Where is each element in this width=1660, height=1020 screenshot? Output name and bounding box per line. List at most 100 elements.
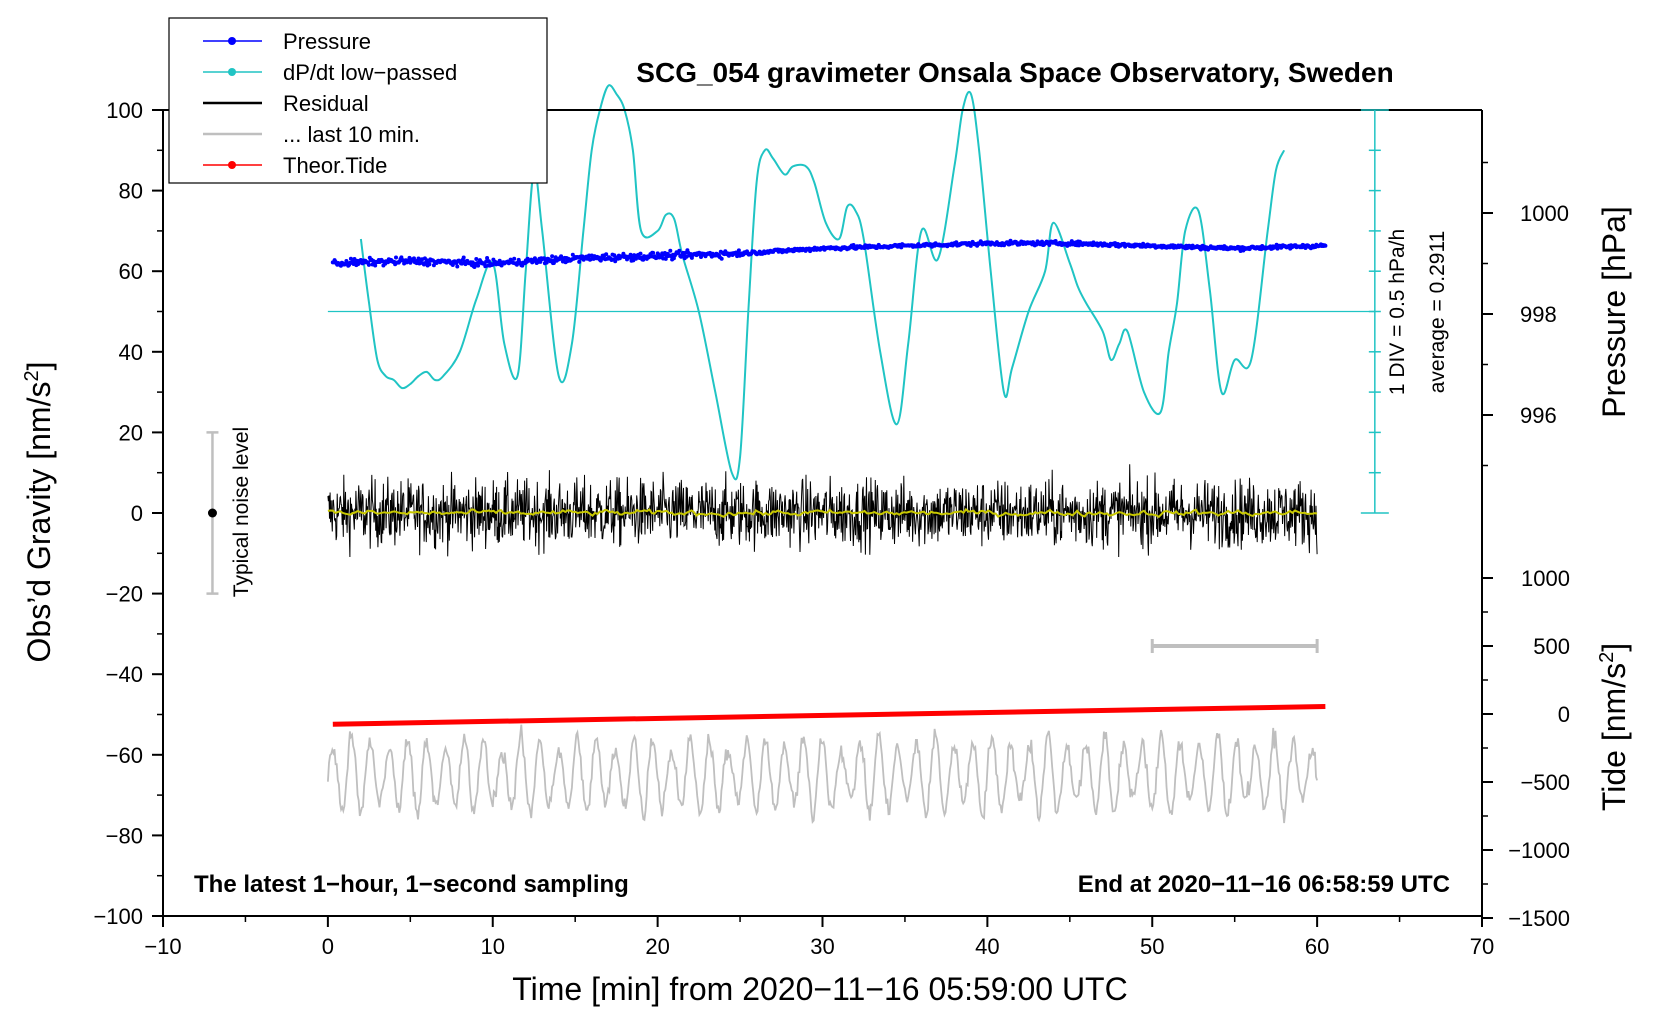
pressure-point <box>394 255 398 260</box>
legend-label: Theor.Tide <box>283 153 387 178</box>
series-dpdt-line <box>359 84 1286 481</box>
legend-box <box>168 17 548 184</box>
pressure-point <box>455 264 460 269</box>
pressure-point <box>476 263 481 268</box>
pressure-point <box>641 257 646 262</box>
x-tick-label: 0 <box>322 934 334 959</box>
legend-swatch-marker <box>228 161 236 169</box>
pressure-point <box>719 256 724 261</box>
pressure-point <box>472 265 477 269</box>
pressure-point <box>1323 243 1328 248</box>
series-tide-line <box>332 704 1326 727</box>
pressure-tick-label: 1000 <box>1520 201 1569 226</box>
legend-label: Residual <box>283 91 369 116</box>
x-tick-label: 10 <box>481 934 505 959</box>
legend-items: Pressure dP/dt low−passed Residual ... last… <box>203 29 457 178</box>
plot-series <box>327 84 1375 824</box>
left-axis-title: Obs’d Gravity [nm/s2] <box>21 362 57 663</box>
pressure-point <box>373 263 378 268</box>
x-tick-label: 20 <box>645 934 669 959</box>
tide-axis-ticks: −1500 −1000 −500 0 500 1000 <box>1482 566 1570 931</box>
tide-axis-title-sup: 2 <box>1596 652 1618 663</box>
series-residual-lowpass-line <box>327 507 1318 519</box>
pressure-point <box>450 263 455 267</box>
y-tick-label: 80 <box>119 179 143 204</box>
sampling-note: The latest 1−hour, 1−second sampling <box>194 871 629 898</box>
x-tick-label: 30 <box>810 934 834 959</box>
series-pressure-dots <box>330 238 1328 269</box>
pressure-point <box>461 255 466 260</box>
pressure-point <box>427 262 432 267</box>
pressure-point <box>544 260 549 265</box>
pressure-point <box>348 256 353 261</box>
y-tick-label: −40 <box>106 662 143 687</box>
y-tick-label: 60 <box>119 259 143 284</box>
average-label: average = 0.2911 <box>1426 231 1449 394</box>
y-tick-label: −20 <box>106 582 143 607</box>
end-time-note: End at 2020−11−16 06:58:59 UTC <box>1078 871 1450 898</box>
pressure-point <box>638 251 643 256</box>
x-tick-label: 50 <box>1140 934 1164 959</box>
y-tick-label: −60 <box>106 743 143 768</box>
pressure-point <box>550 254 555 259</box>
series-residual-line <box>327 464 1318 558</box>
pressure-point <box>474 257 479 261</box>
y-tick-label: 100 <box>106 98 143 123</box>
x-tick-label: 40 <box>975 934 999 959</box>
noise-level-indicator <box>206 431 219 595</box>
tide-axis-title-end: ] <box>1596 643 1632 652</box>
left-axis-title-main: Obs’d Gravity [nm/s <box>21 382 57 663</box>
legend: Pressure dP/dt low−passed Residual ... last… <box>168 17 548 184</box>
pressure-point <box>628 252 633 257</box>
pressure-tick-label: 996 <box>1520 403 1557 428</box>
tide-axis-title-main: Tide [nm/s <box>1596 663 1632 811</box>
legend-label: dP/dt low−passed <box>283 60 457 85</box>
pressure-point <box>736 248 741 253</box>
x-tick-label: 70 <box>1470 934 1494 959</box>
tide-axis-title: Tide [nm/s2] <box>1596 643 1632 811</box>
pressure-tick-label: 998 <box>1520 302 1557 327</box>
div-scale-label: 1 DIV = 0.5 hPa/h <box>1386 229 1409 395</box>
legend-label: ... last 10 min. <box>283 122 420 147</box>
tide-tick-label: 0 <box>1558 702 1570 727</box>
noise-center-dot <box>207 508 217 518</box>
x-tick-label: −10 <box>144 934 181 959</box>
pressure-point <box>1040 239 1044 244</box>
pressure-point <box>613 259 618 264</box>
legend-swatch-marker <box>228 37 236 45</box>
pressure-axis-title: Pressure [hPa] <box>1596 206 1632 418</box>
pressure-point <box>431 263 436 268</box>
pressure-point <box>668 248 673 253</box>
pressure-point <box>851 243 856 247</box>
y-axis-ticks: −100 −80 −60 −40 −20 0 20 40 60 80 100 <box>93 98 163 929</box>
pressure-point <box>577 259 582 264</box>
tide-tick-label: 500 <box>1533 634 1570 659</box>
x-tick-label: 60 <box>1305 934 1329 959</box>
tide-tick-label: −500 <box>1520 770 1570 795</box>
y-tick-label: 0 <box>131 501 143 526</box>
legend-label: Pressure <box>283 29 371 54</box>
x-axis-ticks: −10 0 10 20 30 40 50 60 70 <box>144 916 1494 959</box>
y-tick-label: −80 <box>106 823 143 848</box>
pressure-point <box>604 252 609 257</box>
pressure-point <box>412 256 416 261</box>
last-10-min-bar <box>1150 638 1319 653</box>
left-axis-title-end: ] <box>21 362 57 371</box>
legend-swatch-marker <box>228 68 236 76</box>
pressure-point <box>551 261 556 265</box>
left-axis-title-sup: 2 <box>21 370 43 381</box>
tide-tick-label: −1000 <box>1508 838 1570 863</box>
y-tick-label: −100 <box>93 904 143 929</box>
pressure-axis-ticks: 996 998 1000 <box>1482 161 1569 467</box>
tide-tick-label: −1500 <box>1508 906 1570 931</box>
y-tick-label: 20 <box>119 420 143 445</box>
pressure-point <box>677 248 682 253</box>
x-axis-title: Time [min] from 2020−11−16 05:59:00 UTC <box>512 971 1127 1007</box>
noise-level-label: Typical noise level <box>230 427 253 597</box>
dpdt-scale-axis <box>1360 109 1389 514</box>
tide-tick-label: 1000 <box>1521 566 1570 591</box>
series-last10-line <box>327 724 1318 824</box>
pressure-point <box>485 256 490 260</box>
pressure-point <box>512 256 517 261</box>
